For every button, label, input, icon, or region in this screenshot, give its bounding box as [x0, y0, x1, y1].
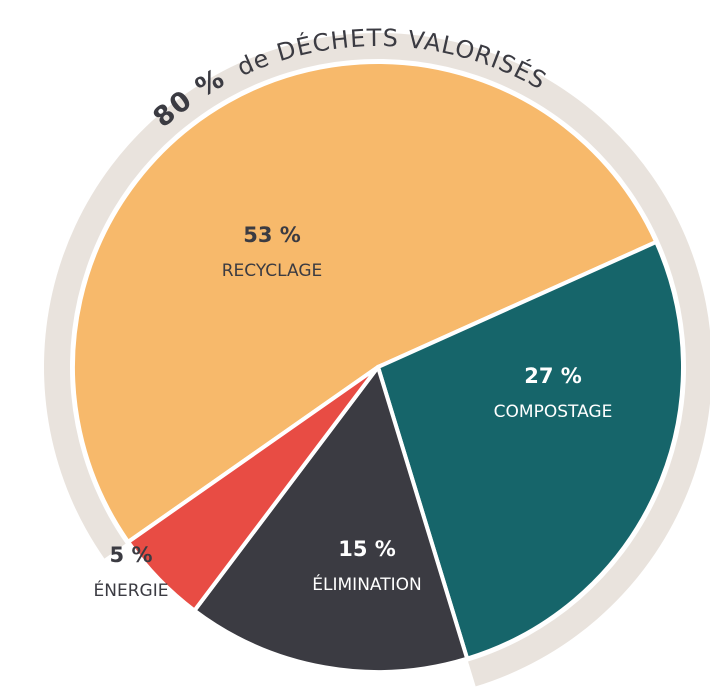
category-label: ÉLIMINATION: [312, 573, 421, 595]
pie-slice: [192, 365, 470, 674]
value-label: 15 %: [338, 537, 396, 561]
value-label: 53 %: [243, 223, 301, 247]
pie-slice: [126, 365, 380, 613]
value-label: 5 %: [110, 543, 153, 567]
category-label: ÉNERGIE: [94, 579, 169, 601]
pie-slice: [71, 60, 659, 544]
category-label: COMPOSTAGE: [494, 402, 613, 422]
category-label: RECYCLAGE: [222, 261, 323, 281]
value-label: 27 %: [524, 364, 582, 388]
label-layer: 53 % RECYCLAGE 27 % COMPOSTAGE 15 % ÉLIMINATI…: [94, 223, 613, 601]
pie-slice: [376, 239, 685, 661]
pie-layer: [71, 60, 685, 674]
